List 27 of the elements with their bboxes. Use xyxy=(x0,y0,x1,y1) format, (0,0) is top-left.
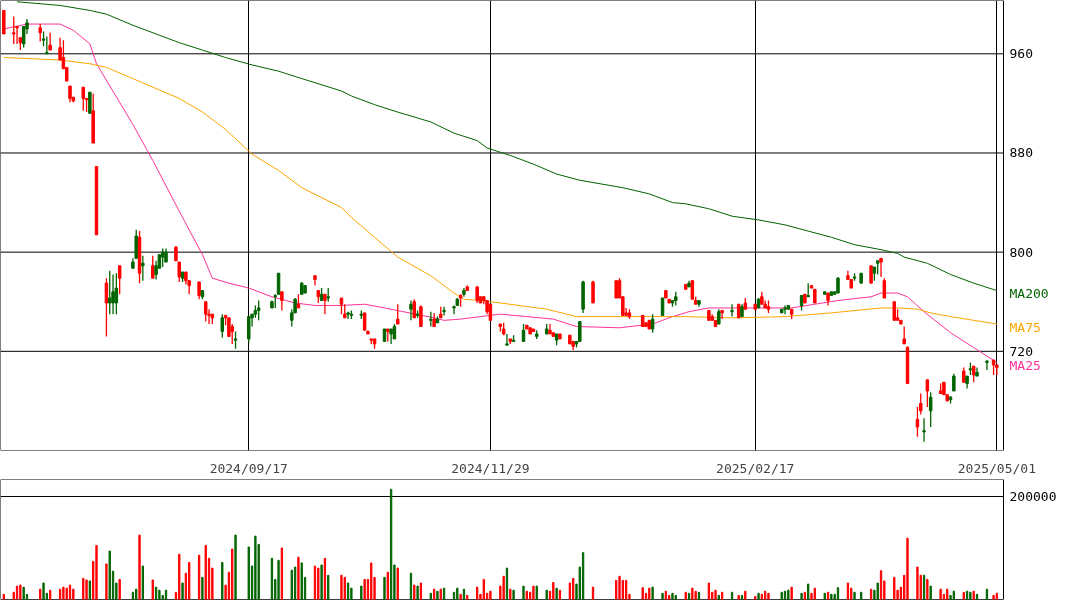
y-tick-label: 200000 xyxy=(1009,489,1057,504)
series-label: MA25 xyxy=(1009,357,1041,373)
candlestick xyxy=(88,91,92,114)
candlestick xyxy=(528,327,532,335)
candlestick xyxy=(925,379,930,408)
candlestick xyxy=(803,293,807,304)
candlestick xyxy=(690,280,695,300)
candlestick xyxy=(12,15,16,45)
candlestick xyxy=(869,265,873,284)
candlestick xyxy=(892,301,896,321)
series-label: MA200 xyxy=(1009,286,1049,302)
series-label: MA75 xyxy=(1009,319,1041,335)
candlestick xyxy=(899,319,903,325)
x-tick-label: 2024/09/17 xyxy=(209,460,288,476)
y-tick-label: 720 xyxy=(1009,343,1033,359)
x-tick-label: 2024/11/29 xyxy=(451,460,530,476)
y-tick-label: 960 xyxy=(1009,46,1033,62)
y-tick-label: 800 xyxy=(1009,244,1033,260)
x-tick-label: 2025/02/17 xyxy=(716,460,795,476)
candlestick xyxy=(558,333,562,340)
y-tick-label: 880 xyxy=(1009,145,1033,161)
x-tick-label: 2025/05/01 xyxy=(957,460,1037,476)
candlestick xyxy=(2,9,6,35)
line-series xyxy=(16,1,998,292)
candlestick xyxy=(568,334,572,345)
candlestick xyxy=(114,272,119,315)
candlestick xyxy=(395,303,400,325)
